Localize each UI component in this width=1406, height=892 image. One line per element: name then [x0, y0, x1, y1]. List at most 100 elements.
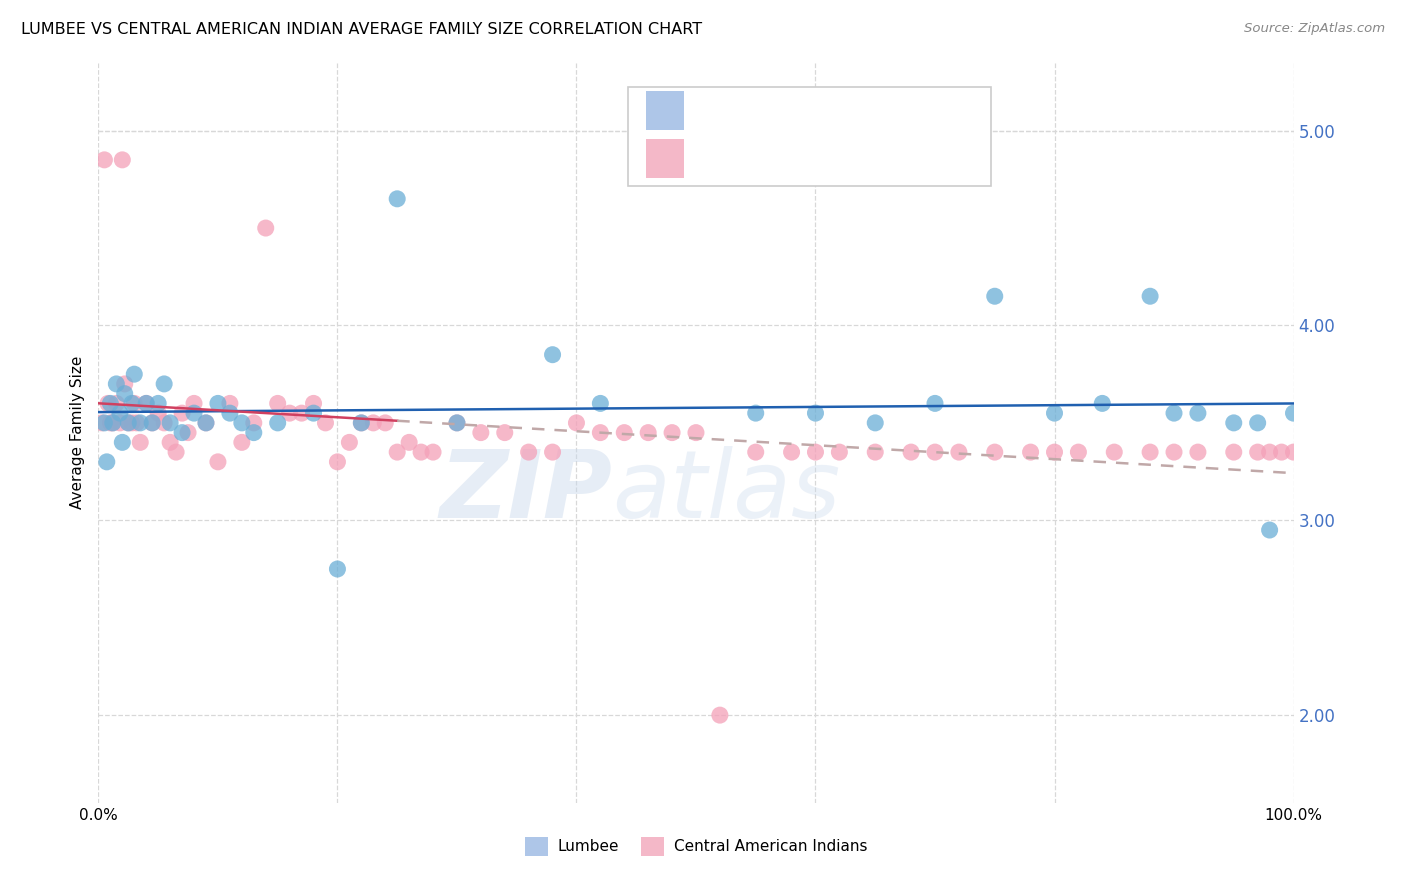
Point — [129, 416, 152, 430]
Point — [153, 376, 176, 391]
Point — [1258, 445, 1281, 459]
Point — [865, 416, 887, 430]
Point — [267, 396, 290, 410]
Point — [105, 376, 128, 391]
Point — [108, 416, 131, 430]
Point — [1282, 406, 1305, 420]
Point — [565, 416, 588, 430]
Point — [183, 406, 205, 420]
Point — [865, 445, 887, 459]
Point — [135, 396, 157, 410]
Point — [114, 376, 136, 391]
Point — [98, 416, 122, 430]
Point — [900, 445, 922, 459]
Text: Source: ZipAtlas.com: Source: ZipAtlas.com — [1244, 22, 1385, 36]
Point — [141, 416, 163, 430]
Point — [121, 396, 143, 410]
Point — [1163, 445, 1185, 459]
Point — [924, 445, 946, 459]
Point — [326, 562, 349, 576]
Point — [243, 425, 266, 440]
Point — [517, 445, 540, 459]
Point — [541, 348, 564, 362]
Point — [613, 425, 636, 440]
Point — [219, 406, 242, 420]
Point — [117, 416, 139, 430]
Point — [96, 455, 118, 469]
Point — [709, 708, 731, 723]
Point — [1043, 406, 1066, 420]
Point — [124, 367, 146, 381]
Point — [125, 416, 148, 430]
Point — [195, 416, 218, 430]
Point — [177, 425, 200, 440]
Text: ZIP: ZIP — [440, 446, 613, 538]
Point — [141, 416, 163, 430]
Point — [117, 416, 139, 430]
Point — [195, 416, 218, 430]
Point — [1104, 445, 1126, 459]
Point — [1247, 416, 1270, 430]
Point — [254, 221, 277, 235]
Point — [172, 425, 194, 440]
Point — [1163, 406, 1185, 420]
Point — [101, 416, 124, 430]
Point — [374, 416, 396, 430]
Point — [97, 396, 120, 410]
Point — [1295, 445, 1317, 459]
Point — [172, 406, 194, 420]
Point — [422, 445, 444, 459]
Point — [1139, 445, 1161, 459]
Point — [105, 396, 128, 410]
Point — [278, 406, 301, 420]
Point — [91, 416, 114, 430]
Point — [1043, 445, 1066, 459]
Point — [363, 416, 385, 430]
Point — [219, 396, 242, 410]
Point — [129, 435, 152, 450]
Point — [1247, 445, 1270, 459]
Point — [1282, 445, 1305, 459]
Point — [1223, 416, 1246, 430]
Point — [984, 445, 1007, 459]
Point — [1258, 523, 1281, 537]
Point — [93, 153, 115, 167]
Point — [685, 425, 707, 440]
Point — [446, 416, 468, 430]
Point — [124, 396, 146, 410]
Point — [350, 416, 373, 430]
Point — [326, 455, 349, 469]
Point — [101, 416, 124, 430]
Point — [159, 435, 181, 450]
Point — [207, 455, 229, 469]
Point — [745, 445, 768, 459]
Point — [302, 396, 325, 410]
Point — [1306, 445, 1329, 459]
Point — [165, 445, 187, 459]
Point — [114, 386, 136, 401]
Point — [1223, 445, 1246, 459]
Y-axis label: Average Family Size: Average Family Size — [69, 356, 84, 509]
Point — [153, 416, 176, 430]
Point — [1091, 396, 1114, 410]
Point — [804, 445, 827, 459]
Text: LUMBEE VS CENTRAL AMERICAN INDIAN AVERAGE FAMILY SIZE CORRELATION CHART: LUMBEE VS CENTRAL AMERICAN INDIAN AVERAG… — [21, 22, 702, 37]
Point — [1187, 445, 1209, 459]
Point — [93, 416, 115, 430]
Point — [385, 192, 409, 206]
Point — [339, 435, 361, 450]
Point — [470, 425, 492, 440]
Point — [637, 425, 659, 440]
Point — [135, 396, 157, 410]
Point — [207, 396, 229, 410]
Point — [159, 416, 181, 430]
Point — [924, 396, 946, 410]
Point — [661, 425, 683, 440]
Point — [350, 416, 373, 430]
Point — [984, 289, 1007, 303]
Point — [1187, 406, 1209, 420]
Point — [121, 416, 143, 430]
Point — [948, 445, 970, 459]
Point — [494, 425, 516, 440]
Point — [231, 416, 253, 430]
